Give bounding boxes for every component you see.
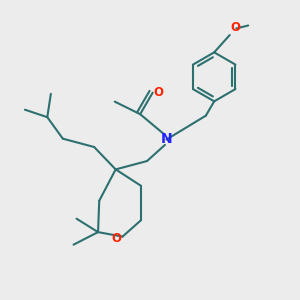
Text: O: O — [111, 232, 121, 245]
Text: O: O — [154, 86, 164, 99]
Text: O: O — [231, 20, 241, 34]
Text: N: N — [160, 132, 172, 146]
